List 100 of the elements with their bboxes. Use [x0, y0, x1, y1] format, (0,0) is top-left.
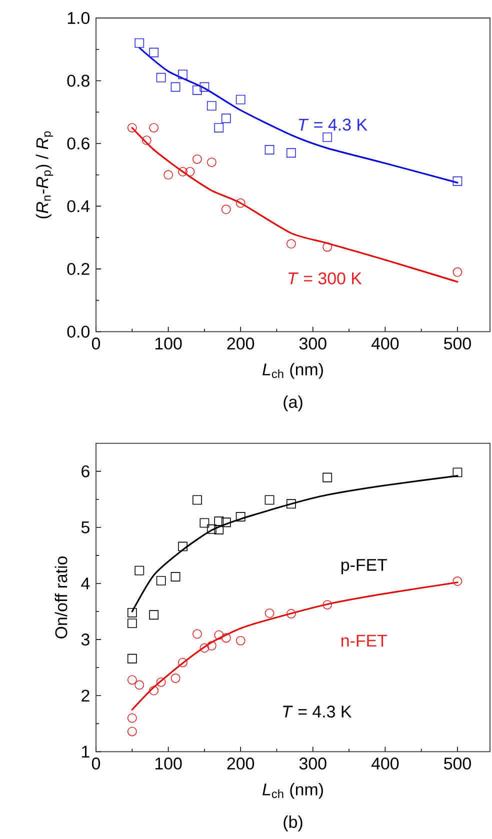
point: [164, 170, 173, 180]
point: [127, 123, 137, 132]
point: [206, 158, 216, 167]
point: [452, 576, 462, 586]
point: [170, 674, 180, 683]
point: [178, 658, 188, 668]
point: [156, 72, 166, 82]
point: [192, 495, 202, 505]
y-tick-label: 0.4: [67, 200, 90, 212]
point: [127, 726, 137, 736]
point: [206, 641, 216, 650]
point: [221, 204, 231, 214]
point: [170, 572, 180, 582]
x-axis-title: L$_{ch}$ (nm): [262, 783, 323, 799]
point: [134, 566, 144, 576]
y-tick-label: 0.6: [67, 137, 90, 150]
point: [127, 675, 137, 685]
point: [127, 654, 137, 664]
x-axis-title: L$_{ch}$ (nm): [262, 363, 323, 379]
point: [221, 633, 231, 643]
point: [156, 576, 166, 586]
point: [127, 713, 137, 723]
point: [322, 132, 332, 142]
point: [236, 94, 246, 104]
y-tick-label: 0.8: [67, 74, 90, 87]
point: [286, 148, 296, 158]
point: [236, 198, 246, 208]
point: [236, 512, 246, 522]
point: [178, 167, 188, 176]
y-tick-label: 0.0: [67, 326, 90, 338]
point: [200, 518, 210, 528]
point: [127, 618, 137, 628]
point: [452, 468, 462, 478]
point: [214, 123, 224, 132]
annotation: T = 4.3 K: [283, 706, 352, 718]
x-tick-label: 300: [299, 338, 326, 350]
point: [149, 123, 159, 132]
x-tick-label: 400: [371, 338, 399, 350]
point: [149, 610, 159, 620]
point: [214, 524, 224, 534]
y-tick-label: 5: [81, 521, 90, 534]
y-tick-label: 1.0: [68, 12, 90, 24]
point: [206, 524, 216, 534]
point: [214, 516, 224, 526]
point: [322, 600, 332, 610]
point: [178, 542, 188, 552]
point: [156, 677, 166, 687]
x-tick-label: 200: [227, 758, 254, 770]
x-tick-label: 400: [371, 758, 399, 770]
text: p-FET: [341, 559, 388, 574]
point: [200, 82, 210, 92]
point: [452, 267, 462, 277]
x-tick-label: 100: [155, 758, 182, 770]
point: [286, 499, 296, 509]
point: [192, 85, 202, 95]
point: [214, 630, 224, 640]
point: [286, 239, 296, 249]
point: [200, 643, 210, 653]
text: (R$_{n}$-R$_{p}$) / R$_{p}$: [36, 131, 54, 218]
point: [322, 472, 332, 482]
point: [264, 145, 274, 154]
point: [149, 686, 159, 696]
point: [127, 608, 137, 618]
point: [322, 242, 332, 252]
point: [192, 154, 202, 164]
y-tick-label: 0.2: [67, 262, 90, 275]
point: [192, 629, 202, 639]
x-tick-label: 0: [92, 338, 100, 350]
y-tick-label: 1: [82, 746, 90, 758]
series-label: T = 4.3 K: [298, 118, 368, 131]
text: (a): [284, 396, 302, 412]
point: [236, 636, 246, 646]
series-label: T = 300 K: [288, 272, 362, 284]
y-tick-label: 2: [82, 690, 90, 702]
y-tick-label: 3: [81, 634, 90, 646]
point: [206, 101, 216, 111]
x-tick-label: 500: [444, 338, 471, 350]
y-tick-label: 6: [82, 465, 90, 478]
point: [452, 176, 462, 186]
y-tick-label: 4: [81, 578, 90, 590]
point: [185, 167, 195, 176]
x-tick-label: 100: [155, 338, 182, 350]
point: [170, 82, 180, 92]
point: [264, 495, 274, 505]
text: (b): [284, 816, 302, 832]
point: [178, 70, 188, 80]
x-tick-label: 200: [227, 338, 254, 350]
point: [286, 609, 296, 618]
point: [149, 48, 159, 58]
point: [264, 608, 274, 618]
point: [221, 518, 231, 528]
x-tick-label: 0: [92, 758, 100, 770]
series-label: n-FET: [342, 634, 388, 646]
point: [134, 38, 144, 48]
point: [142, 136, 152, 146]
y-axis-title: On/off ratio: [54, 556, 68, 638]
x-tick-label: 300: [299, 758, 326, 770]
point: [134, 680, 144, 690]
point: [221, 114, 231, 124]
x-tick-label: 500: [444, 758, 471, 770]
